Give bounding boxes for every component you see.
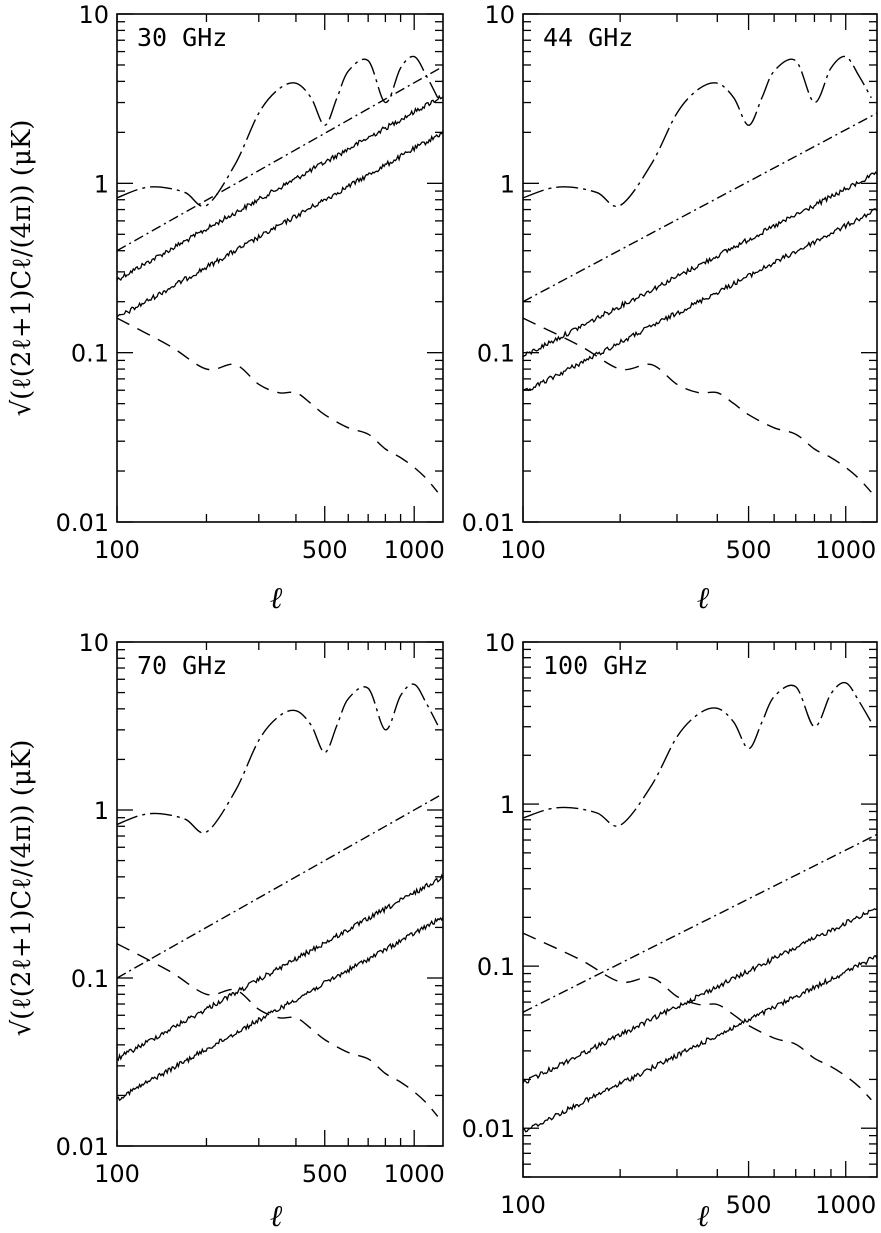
chart-panel: 100 500 1000 0.01 0.1 1 10 70 GHz <box>56 629 445 1188</box>
x-axis-title-bottom-left: ℓ <box>270 1199 283 1233</box>
series-line-dash-dot-long <box>117 683 439 834</box>
series-line-solid-noisy <box>117 94 443 282</box>
y-tick-label: 0.1 <box>477 953 515 981</box>
y-axis-title-bottom: √(ℓ(2ℓ+1)Cℓ/(4π)) (μK) <box>7 740 37 1037</box>
series-line-dash-dot-long <box>523 681 872 827</box>
y-tick-label: 1 <box>500 791 515 819</box>
y-tick-label: 0.01 <box>462 1115 515 1143</box>
x-tick-label: 100 <box>500 1191 546 1219</box>
series-line-dash-dot <box>117 65 443 252</box>
chart-panel: 100 500 1000 0.01 0.1 1 10 100 GHz <box>462 629 878 1219</box>
y-tick-label: 1 <box>94 170 109 198</box>
y-tick-label: 10 <box>78 1 109 29</box>
x-axis-title-top-left: ℓ <box>270 581 283 616</box>
y-axis-title-top: √(ℓ(2ℓ+1)Cℓ/(4π)) (μK) <box>7 120 37 417</box>
series-line-solid-noisy <box>117 873 443 1062</box>
series-line-solid-noisy <box>523 208 877 392</box>
series-line-solid-noisy <box>523 908 877 1084</box>
y-tick-label: 10 <box>78 629 109 657</box>
series-line-solid-noisy <box>523 171 877 358</box>
y-tick-label: 10 <box>484 629 515 657</box>
series-line-dash-dot <box>523 833 877 1013</box>
y-tick-label: 10 <box>484 1 515 29</box>
chart-panel: 100 500 1000 0.01 0.1 1 10 44 GHz <box>462 1 878 564</box>
x-tick-label: 100 <box>94 1160 140 1188</box>
y-tick-label: 1 <box>94 797 109 825</box>
y-tick-label: 0.01 <box>462 509 515 537</box>
x-tick-label: 500 <box>302 1160 348 1188</box>
x-axis-title-top-right: ℓ <box>697 581 710 616</box>
plot-frame <box>522 13 878 523</box>
y-tick-label: 0.1 <box>71 965 109 993</box>
x-axis-title-bottom-right: ℓ <box>697 1199 710 1233</box>
plot-frame <box>522 641 878 1178</box>
y-tick-label: 0.01 <box>56 509 109 537</box>
panel-frequency-label: 100 GHz <box>543 651 648 680</box>
panel-frequency-label: 44 GHz <box>543 23 633 52</box>
x-tick-label: 1000 <box>384 1160 445 1188</box>
series-line-solid-noisy <box>117 916 443 1102</box>
series-line-dash-dot <box>523 112 877 303</box>
y-tick-label: 0.01 <box>56 1133 109 1161</box>
plot-frame <box>116 13 444 523</box>
series-line-dashed <box>523 317 872 493</box>
x-tick-label: 100 <box>94 536 140 564</box>
x-tick-label: 1000 <box>815 1191 876 1219</box>
y-tick-label: 0.1 <box>477 340 515 368</box>
x-tick-label: 500 <box>726 536 772 564</box>
x-tick-label: 500 <box>302 536 348 564</box>
x-tick-label: 1000 <box>384 536 445 564</box>
series-line-solid-noisy <box>523 955 877 1133</box>
panel-frequency-label: 70 GHz <box>137 651 227 680</box>
x-tick-label: 500 <box>726 1191 772 1219</box>
y-tick-label: 1 <box>500 170 515 198</box>
plot-frame <box>116 641 444 1147</box>
series-line-dash-dot-long <box>117 55 439 208</box>
x-tick-label: 100 <box>500 536 546 564</box>
series-line-dash-dot-long <box>523 55 872 208</box>
series-line-dash-dot <box>117 793 443 979</box>
series-line-dashed <box>117 943 439 1117</box>
chart-panel: 100 500 1000 0.01 0.1 1 10 30 GHz <box>56 1 445 564</box>
series-line-dashed <box>117 317 439 493</box>
x-tick-label: 1000 <box>815 536 876 564</box>
series-line-solid-noisy <box>117 130 443 318</box>
series-line-dashed <box>523 932 872 1101</box>
panel-frequency-label: 30 GHz <box>137 23 227 52</box>
y-tick-label: 0.1 <box>71 340 109 368</box>
